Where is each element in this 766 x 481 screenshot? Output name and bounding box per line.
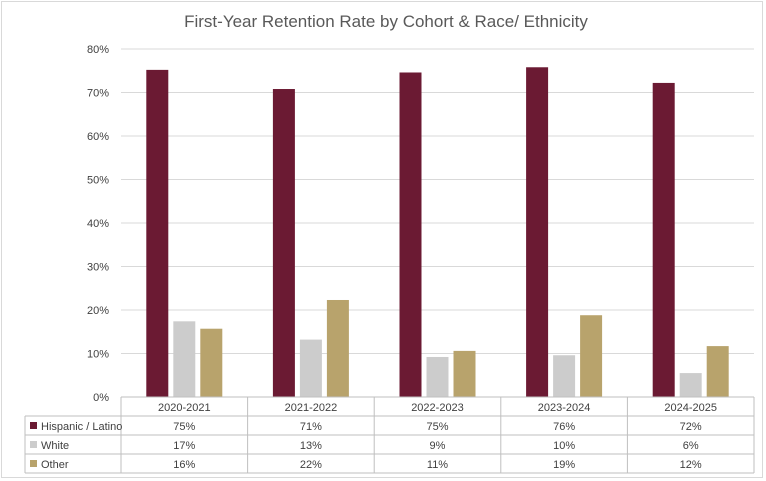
y-tick-label: 60% <box>87 131 109 143</box>
category-label: 2022-2023 <box>411 402 464 414</box>
y-tick-label: 30% <box>87 262 109 274</box>
data-label: 10% <box>553 440 575 452</box>
bars <box>146 67 729 398</box>
category-label: 2023-2024 <box>538 402 591 414</box>
data-label: 9% <box>430 440 446 452</box>
y-tick-label: 0% <box>93 392 109 404</box>
data-label: 6% <box>683 440 699 452</box>
bar <box>173 321 196 397</box>
legend-swatch <box>30 422 37 429</box>
legend-swatch <box>30 441 37 448</box>
y-tick-label: 10% <box>87 349 109 361</box>
category-label: 2024-2025 <box>664 402 717 414</box>
data-label: 16% <box>173 459 195 471</box>
bar <box>146 69 169 397</box>
data-label: 76% <box>553 421 575 433</box>
data-label: 13% <box>300 440 322 452</box>
data-label: 75% <box>173 421 195 433</box>
bar <box>706 346 729 397</box>
legend-swatch <box>30 460 37 467</box>
y-tick-label: 20% <box>87 305 109 317</box>
data-label: 19% <box>553 459 575 471</box>
y-tick-label: 80% <box>87 44 109 56</box>
bar <box>652 82 675 398</box>
bar <box>200 328 223 397</box>
data-label: 17% <box>173 440 195 452</box>
bar <box>426 356 449 397</box>
data-label: 12% <box>680 459 702 471</box>
bar <box>326 299 349 397</box>
bar <box>272 89 295 398</box>
data-label: 22% <box>300 459 322 471</box>
category-label: 2021-2022 <box>285 402 338 414</box>
bar <box>453 350 476 397</box>
bar <box>553 355 576 397</box>
bar <box>526 67 549 398</box>
y-tick-label: 70% <box>87 88 109 100</box>
bar <box>580 315 603 397</box>
bar <box>299 339 322 397</box>
chart-title: First-Year Retention Rate by Cohort & Ra… <box>184 12 588 31</box>
bar <box>679 373 702 397</box>
data-label: 71% <box>300 421 322 433</box>
legend-label: White <box>41 440 69 452</box>
y-tick-label: 50% <box>87 175 109 187</box>
category-label: 2020-2021 <box>158 402 211 414</box>
legend-label: Other <box>41 459 69 471</box>
legend-label: Hispanic / Latino <box>41 421 122 433</box>
bar <box>399 72 422 398</box>
data-label: 72% <box>680 421 702 433</box>
y-tick-label: 40% <box>87 218 109 230</box>
data-label: 75% <box>426 421 448 433</box>
y-axis-ticks: 0% 10% 20% 30% 40% 50% 60% 70% 80% <box>87 44 109 404</box>
data-table: 2020-2021 2021-2022 2022-2023 2023-2024 2024… <box>24 396 755 474</box>
data-label: 11% <box>427 459 448 471</box>
